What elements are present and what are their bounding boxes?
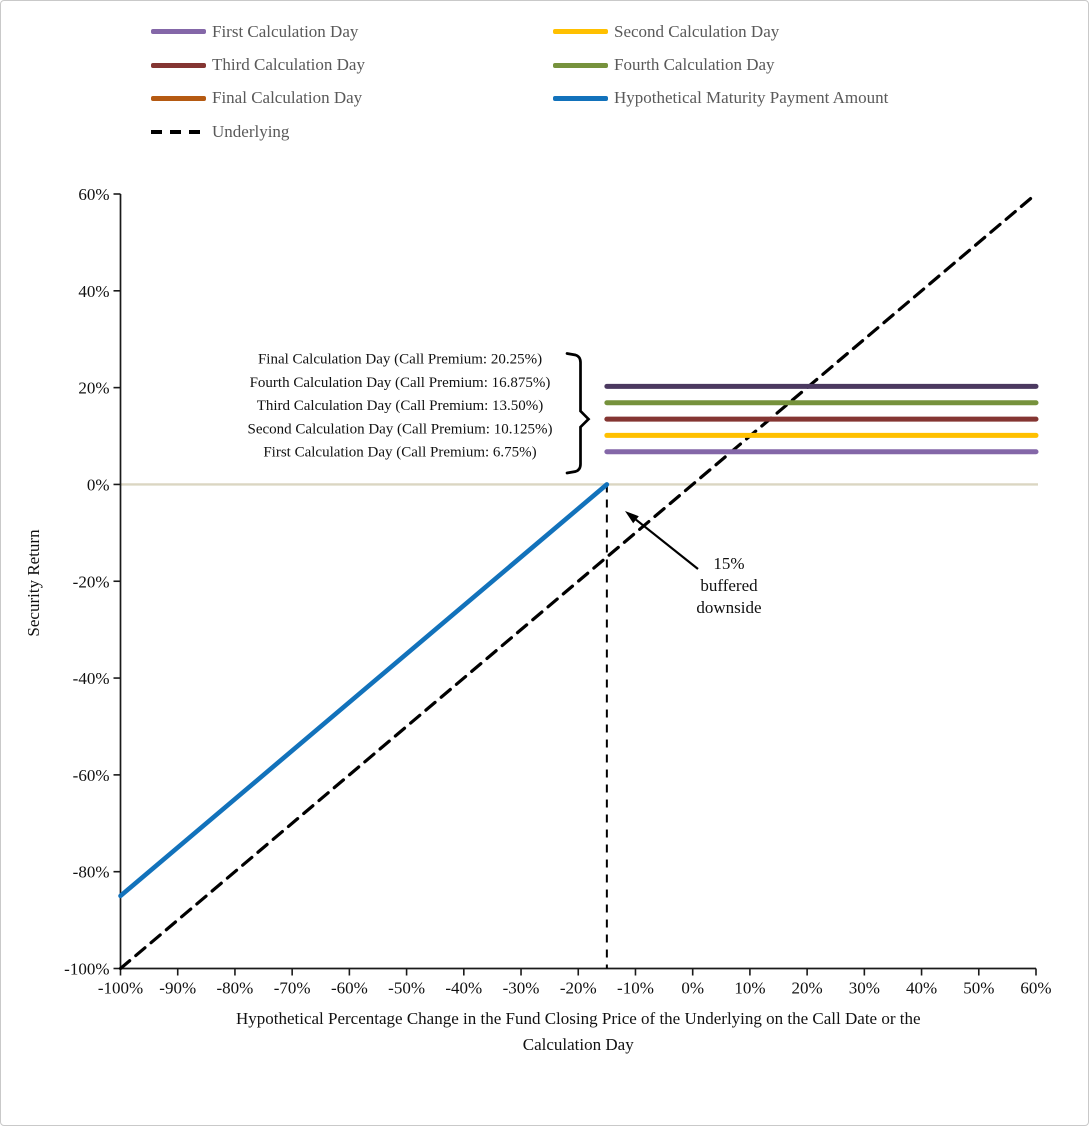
- x-tick-label: -100%: [98, 979, 143, 998]
- chart-legend: First Calculation Day Second Calculation …: [151, 15, 1023, 149]
- legend-label: Third Calculation Day: [212, 55, 365, 75]
- x-axis-title: Hypothetical Percentage Change in the Fu…: [236, 1009, 921, 1028]
- x-tick-label: -30%: [503, 979, 540, 998]
- x-axis-title: Calculation Day: [523, 1035, 634, 1054]
- x-tick-label: -50%: [388, 979, 425, 998]
- y-tick-label: -20%: [73, 572, 110, 591]
- buffer-arrow-head: [625, 511, 639, 524]
- buffer-note-line: buffered: [700, 576, 758, 595]
- buffer-note-line: downside: [696, 598, 761, 617]
- x-tick-label: 50%: [963, 979, 994, 998]
- legend-swatch-hypothetical-maturity-payment-amount: [553, 95, 608, 101]
- call-premium-label: Second Calculation Day (Call Premium: 10…: [248, 421, 553, 437]
- x-tick-label: -20%: [560, 979, 597, 998]
- y-axis-title: Security Return: [24, 529, 43, 637]
- x-tick-label: 20%: [792, 979, 823, 998]
- legend-swatch-fourth-calculation-day: [553, 62, 608, 68]
- brace-annotation: [565, 352, 591, 475]
- legend-swatch-final-calculation-day: [151, 95, 206, 101]
- call-premium-label: First Calculation Day (Call Premium: 6.7…: [263, 445, 536, 461]
- legend-swatch-third-calculation-day: [151, 62, 206, 68]
- y-tick-label: 20%: [78, 379, 109, 398]
- legend-item-hypothetical-maturity-payment-amount: Hypothetical Maturity Payment Amount: [553, 88, 1023, 108]
- legend-item-fourth-calculation-day: Fourth Calculation Day: [553, 55, 1023, 75]
- legend-label: Underlying: [212, 121, 290, 141]
- x-tick-label: 10%: [734, 979, 765, 998]
- y-tick-label: 60%: [78, 185, 109, 204]
- series-underlying: [118, 192, 1038, 971]
- series-hypothetical-maturity-payment-amount: [118, 482, 610, 899]
- y-tick-label: 0%: [87, 475, 110, 494]
- x-tick-label: -80%: [217, 979, 254, 998]
- call-premium-label: Fourth Calculation Day (Call Premium: 16…: [250, 375, 551, 391]
- legend-item-third-calculation-day: Third Calculation Day: [151, 55, 553, 75]
- y-tick-label: -60%: [73, 766, 110, 785]
- legend-label: First Calculation Day: [212, 21, 359, 41]
- call-premium-label: Third Calculation Day (Call Premium: 13.…: [257, 398, 544, 414]
- legend-item-first-calculation-day: First Calculation Day: [151, 22, 553, 42]
- buffer-arrow-line: [635, 518, 699, 570]
- x-tick-label: 0%: [681, 979, 704, 998]
- x-tick-label: 40%: [906, 979, 937, 998]
- legend-label: Hypothetical Maturity Payment Amount: [614, 88, 889, 108]
- x-tick-label: -10%: [617, 979, 654, 998]
- x-tick-label: -70%: [274, 979, 311, 998]
- y-tick-label: -100%: [64, 960, 109, 979]
- legend-swatch-first-calculation-day: [151, 29, 206, 35]
- legend-label: Second Calculation Day: [614, 21, 780, 41]
- call-premium-label: Final Calculation Day (Call Premium: 20.…: [258, 352, 542, 368]
- legend-swatch-underlying: [151, 129, 206, 134]
- y-tick-label: 40%: [78, 282, 109, 301]
- buffer-note-line: 15%: [713, 554, 744, 573]
- x-tick-label: 60%: [1020, 979, 1051, 998]
- legend-label: Fourth Calculation Day: [614, 55, 775, 75]
- legend-item-final-calculation-day: Final Calculation Day: [151, 88, 553, 108]
- legend-swatch-second-calculation-day: [553, 29, 608, 35]
- x-tick-label: -40%: [445, 979, 482, 998]
- x-tick-label: -60%: [331, 979, 368, 998]
- x-tick-label: 30%: [849, 979, 880, 998]
- legend-item-second-calculation-day: Second Calculation Day: [553, 22, 1023, 42]
- legend-label: Final Calculation Day: [212, 88, 363, 108]
- legend-item-underlying: Underlying: [151, 122, 553, 142]
- x-tick-label: -90%: [159, 979, 196, 998]
- y-tick-label: -40%: [73, 669, 110, 688]
- y-tick-label: -80%: [73, 863, 110, 882]
